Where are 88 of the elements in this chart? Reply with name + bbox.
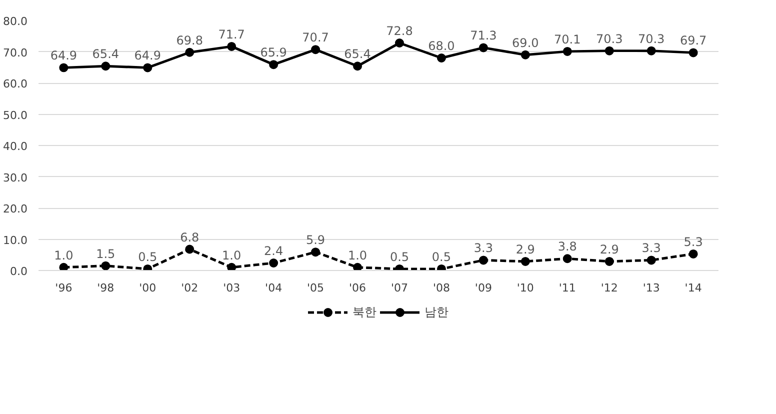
point [185,48,194,57]
data-label: 3.8 [558,240,577,254]
x-tick-label: '96 [55,282,72,294]
x-tick-label: '98 [97,282,114,294]
data-label: 71.7 [218,27,245,42]
point [520,256,530,266]
point [101,261,110,270]
x-tick-label: '06 [349,282,366,294]
data-label: 1.0 [54,248,74,262]
point [353,262,362,270]
data-label: 0.5 [432,250,452,264]
y-tick-label: 10.0 [3,234,28,247]
x-tick-label: '03 [223,282,240,294]
data-label: 2.9 [600,242,619,256]
point [311,45,320,54]
data-label: 1.0 [348,248,368,262]
point [353,62,362,71]
x-tick-label: '11 [558,282,576,294]
data-label: 3.3 [474,241,493,256]
point [227,42,236,51]
x-tick-label: '02 [181,282,198,294]
data-label: 3.3 [642,241,661,256]
y-tick-label: 50.0 [3,108,28,122]
x-tick-label: '14 [684,282,702,294]
point [59,63,68,72]
point [436,54,446,62]
point [478,43,488,52]
point [604,256,614,266]
point [101,62,110,71]
data-label: 70.3 [596,32,623,46]
data-label: 71.3 [470,28,497,43]
y-tick-label: 0.0 [10,265,28,278]
point [688,249,698,258]
x-tick-label: '12 [600,282,618,294]
data-label: 69.8 [176,33,203,48]
x-tick-label: '07 [390,282,408,294]
point [227,262,236,270]
point [688,48,698,58]
point [478,256,488,265]
data-label: 70.1 [554,32,581,46]
data-label: 64.9 [134,48,161,63]
point [269,60,278,70]
x-tick-label: '13 [642,282,660,294]
point [59,262,68,270]
data-label: 1.5 [96,246,116,261]
x-tick-label: '00 [139,282,156,294]
data-label: 70.3 [638,32,665,46]
point [185,244,194,254]
legend-label: 남한 [424,304,448,320]
data-label: 69.0 [512,36,539,50]
data-label: 70.7 [302,30,329,45]
data-label: 65.4 [344,47,371,62]
data-label: 72.8 [386,24,413,38]
data-label: 6.8 [180,230,200,244]
y-tick-label: 30.0 [3,171,28,184]
point [269,258,278,268]
data-label: 2.4 [264,244,284,258]
point [604,46,614,56]
y-tick-label: 80.0 [3,15,28,28]
data-label: 64.9 [50,48,78,63]
data-label: 68.0 [428,39,455,53]
point [311,248,320,257]
point [646,46,656,56]
data-label: 5.3 [684,234,703,249]
data-label: 69.7 [680,34,707,48]
data-label: 65.4 [92,47,120,62]
data-label: 65.9 [260,46,287,60]
y-tick-label: 40.0 [3,140,28,153]
y-tick-label: 70.0 [3,46,28,60]
point [562,46,572,56]
y-tick-label: 60.0 [3,78,28,90]
data-label: 1.0 [222,248,242,262]
data-label: 5.9 [306,233,326,248]
data-label: 0.5 [138,250,158,264]
x-tick-label: '10 [516,282,534,294]
point [520,50,530,60]
x-tick-label: '05 [307,282,324,294]
x-tick-label: '04 [265,282,282,294]
x-tick-label: '09 [474,282,492,294]
point [562,254,572,264]
y-tick-label: 20.0 [3,202,28,216]
data-label: 2.9 [516,242,535,256]
x-tick-label: '08 [432,282,450,294]
point [143,63,152,72]
data-label: 0.5 [390,250,410,264]
point [394,38,404,48]
point [646,256,656,265]
legend-label: 북한 [352,304,376,320]
